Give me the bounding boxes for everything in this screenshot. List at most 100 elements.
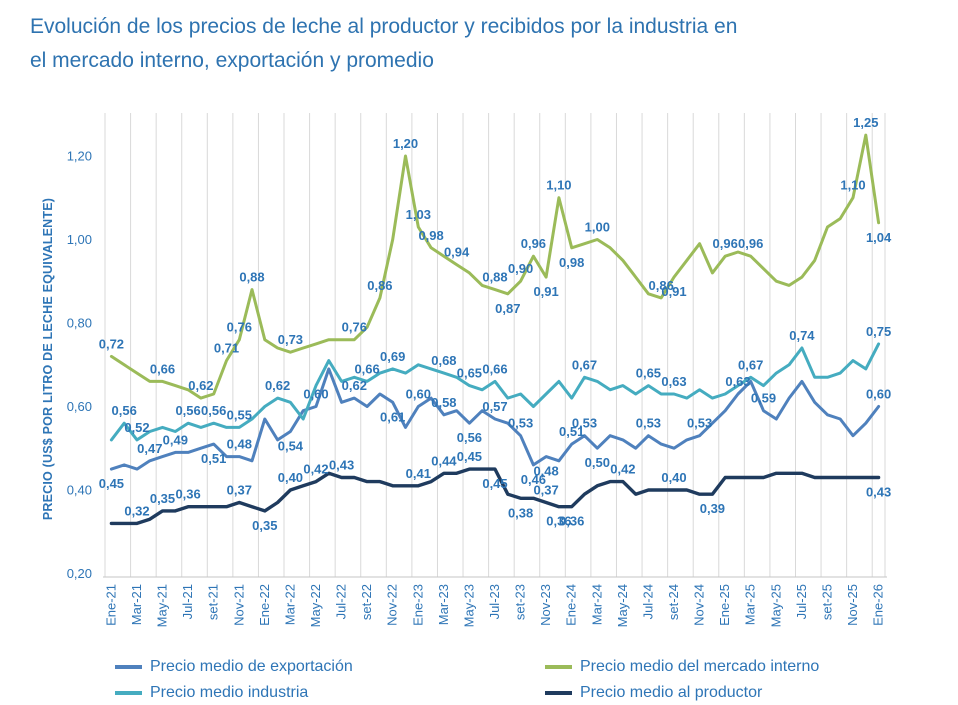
data-label: 0,45	[482, 476, 507, 491]
data-label: 0,48	[533, 464, 558, 479]
data-label: 0,59	[751, 391, 776, 406]
data-label: 0,43	[329, 458, 354, 473]
legend-item-industria: Precio medio industria	[115, 682, 308, 704]
data-label: 1,00	[585, 220, 610, 235]
x-tick-label: set-24	[666, 584, 681, 620]
data-label: 0,43	[866, 485, 891, 500]
data-label: 0,88	[482, 270, 507, 285]
data-label: 0,42	[610, 462, 635, 477]
y-tick-label: 0,20	[67, 566, 92, 581]
x-tick-label: Ene-23	[410, 584, 425, 626]
legend-swatch-productor	[545, 691, 572, 695]
data-label: 0,98	[559, 255, 584, 270]
data-label: 1,03	[406, 207, 431, 222]
x-tick-label: Jul-22	[334, 584, 349, 619]
data-label: 0,53	[572, 416, 597, 431]
data-label: 0,66	[482, 361, 507, 376]
x-tick-label: Nov-21	[231, 584, 246, 626]
data-label: 1,10	[840, 178, 865, 193]
legend-swatch-exportacion	[115, 665, 142, 669]
chart-title-line2: el mercado interno, exportación y promed…	[30, 49, 434, 72]
series-line-3	[109, 467, 881, 526]
data-label: 0,51	[201, 451, 226, 466]
x-tick-label: Mar-24	[589, 584, 604, 625]
series-line-0	[109, 367, 881, 471]
legend-swatch-industria	[115, 691, 142, 695]
chart-title-line1: Evolución de los precios de leche al pro…	[30, 15, 738, 38]
x-tick-label: Nov-23	[538, 584, 553, 626]
data-label: 0,36	[546, 514, 571, 529]
legend-swatch-mercado-interno	[545, 665, 572, 669]
series-line-2	[109, 342, 881, 442]
data-label: 0,52	[124, 420, 149, 435]
series-line-1	[109, 133, 881, 400]
x-tick-label: Mar-23	[436, 584, 451, 625]
data-label: 0,62	[265, 378, 290, 393]
data-label: 0,88	[239, 270, 264, 285]
data-label: 0,41	[406, 466, 431, 481]
data-label: 0,46	[521, 472, 546, 487]
data-label: 0,36	[175, 487, 200, 502]
data-label: 0,53	[636, 416, 661, 431]
y-tick-label: 1,00	[67, 232, 92, 247]
x-tick-label: Jul-23	[487, 584, 502, 619]
x-tick-label: set-23	[513, 584, 528, 620]
x-tick-label: Ene-26	[871, 584, 886, 626]
data-label: 0,66	[354, 361, 379, 376]
data-label: 0,37	[533, 483, 558, 498]
data-label: 0,96	[521, 236, 546, 251]
data-label: 1,20	[393, 136, 418, 151]
x-tick-label: Nov-24	[692, 584, 707, 626]
x-tick-label: Ene-22	[257, 584, 272, 626]
data-label: 0,94	[444, 245, 470, 260]
x-tick-label: Jul-25	[794, 584, 809, 619]
data-label: 1,25	[853, 115, 878, 130]
data-label: 0,56	[175, 403, 200, 418]
data-label: 0,57	[482, 399, 507, 414]
data-label: 0,40	[278, 470, 303, 485]
data-label: 0,63	[661, 374, 686, 389]
data-label: 0,32	[124, 503, 149, 518]
data-label: 0,35	[150, 491, 175, 506]
data-label: 0,62	[188, 378, 213, 393]
legend-item-exportacion: Precio medio de exportación	[115, 656, 353, 678]
x-tick-label: May-21	[155, 584, 170, 627]
data-label: 0,60	[866, 387, 891, 402]
data-label: 0,65	[636, 366, 661, 381]
x-tick-label: Ene-24	[564, 584, 579, 626]
legend-label-mercado-interno: Precio medio del mercado interno	[580, 658, 820, 675]
x-tick-label: Ene-21	[103, 584, 118, 626]
data-label: 0,39	[700, 501, 725, 516]
data-label: 0,56	[201, 403, 226, 418]
y-tick-label: 0,40	[67, 483, 92, 498]
x-tick-label: set-22	[359, 584, 374, 620]
data-label: 0,49	[163, 432, 188, 447]
x-tick-label: Mar-22	[282, 584, 297, 625]
x-tick-label: May-24	[615, 584, 630, 627]
data-label: 1,04	[866, 230, 892, 245]
data-label: 0,48	[227, 437, 252, 452]
x-tick-label: Jul-24	[640, 584, 655, 619]
x-tick-label: Ene-25	[717, 584, 732, 626]
series-labels-3: 0,320,35 0,36 0,370,350,400,42 0,430,410,44…	[124, 449, 891, 533]
series-labels-2: 0,560,520,56 0,56 0,550,620,660,69 0,680,65…	[112, 324, 892, 435]
series-labels-0: 0,450,470,490,510,48 0,540,600,620,610,60…	[99, 374, 892, 491]
data-label: 0,86	[367, 278, 392, 293]
data-label: 0,44	[431, 453, 457, 468]
data-label: 0,55	[227, 407, 252, 422]
legend-label-industria: Precio medio industria	[150, 684, 309, 701]
chart-title: Evolución de los precios de leche al pro…	[30, 10, 930, 78]
data-label: 0,37	[227, 483, 252, 498]
data-label: 0,53	[687, 416, 712, 431]
data-label: 0,75	[866, 324, 891, 339]
data-label: 0,68	[431, 353, 456, 368]
data-label: 0,60	[303, 387, 328, 402]
data-label: 0,96	[713, 236, 738, 251]
data-label: 0,90	[508, 261, 533, 276]
data-label: 0,36	[559, 514, 584, 529]
x-tick-label: Nov-22	[385, 584, 400, 626]
data-label: 0,38	[508, 505, 533, 520]
data-label: 0,45	[457, 449, 482, 464]
data-label: 0,96	[738, 236, 763, 251]
